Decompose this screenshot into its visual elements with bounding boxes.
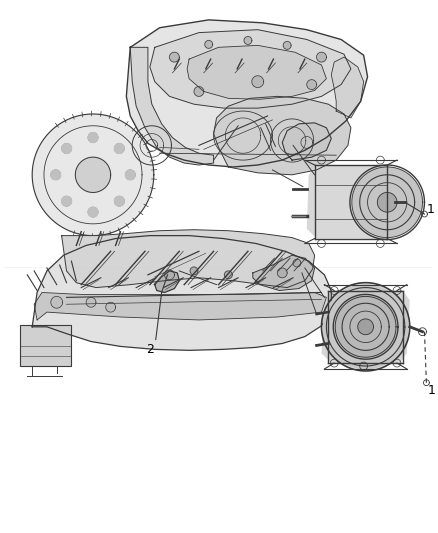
Circle shape — [205, 41, 212, 49]
Polygon shape — [130, 47, 214, 165]
Polygon shape — [34, 293, 326, 320]
Polygon shape — [150, 30, 351, 108]
Circle shape — [170, 52, 179, 62]
Circle shape — [244, 37, 252, 44]
Circle shape — [75, 157, 111, 192]
Polygon shape — [62, 230, 314, 288]
Polygon shape — [155, 271, 179, 293]
Circle shape — [62, 143, 71, 154]
Polygon shape — [331, 57, 364, 118]
Polygon shape — [253, 255, 314, 290]
Circle shape — [114, 143, 124, 154]
Polygon shape — [282, 123, 331, 160]
Text: 1: 1 — [427, 203, 434, 216]
Polygon shape — [214, 96, 351, 175]
Polygon shape — [187, 45, 326, 99]
Circle shape — [293, 259, 301, 267]
Circle shape — [378, 192, 397, 212]
Circle shape — [194, 86, 204, 96]
Circle shape — [32, 114, 154, 236]
Circle shape — [352, 167, 423, 238]
Circle shape — [190, 267, 198, 275]
Circle shape — [165, 270, 174, 280]
Circle shape — [323, 285, 408, 369]
Circle shape — [277, 268, 287, 278]
Circle shape — [88, 133, 98, 142]
Circle shape — [86, 297, 96, 307]
Circle shape — [114, 196, 124, 206]
Polygon shape — [321, 290, 410, 363]
Polygon shape — [126, 20, 367, 167]
Circle shape — [51, 296, 63, 308]
Text: 2: 2 — [146, 343, 154, 356]
Circle shape — [307, 80, 317, 90]
Circle shape — [88, 207, 98, 217]
Circle shape — [317, 52, 326, 62]
Circle shape — [358, 319, 374, 335]
Circle shape — [252, 76, 264, 87]
Circle shape — [283, 42, 291, 49]
Circle shape — [335, 296, 396, 357]
Text: 1: 1 — [427, 384, 435, 397]
Bar — [21, 325, 71, 366]
Circle shape — [62, 196, 71, 206]
Polygon shape — [32, 236, 331, 350]
Polygon shape — [307, 165, 395, 239]
Circle shape — [51, 170, 60, 180]
Circle shape — [106, 302, 116, 312]
Circle shape — [224, 271, 232, 279]
Circle shape — [125, 170, 135, 180]
